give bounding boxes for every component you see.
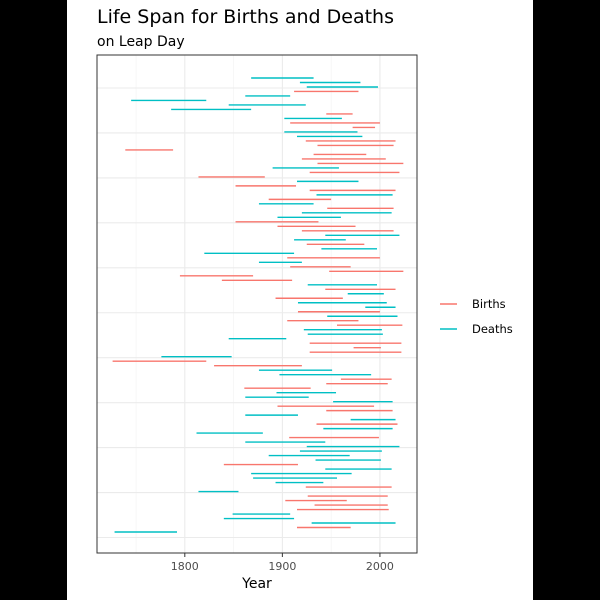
- segments: [112, 77, 404, 533]
- chart-title: Life Span for Births and Deaths: [97, 6, 394, 28]
- panel-background: [97, 55, 417, 553]
- x-axis: 1800 1900 2000: [171, 553, 394, 573]
- x-tick-label: 1800: [171, 560, 199, 573]
- legend: Births Deaths: [440, 297, 513, 336]
- x-tick-label: 2000: [366, 560, 394, 573]
- legend-label-births: Births: [472, 297, 506, 311]
- legend-label-deaths: Deaths: [472, 322, 513, 336]
- grid: [97, 55, 417, 553]
- x-tick-label: 1900: [268, 560, 296, 573]
- chart-canvas: Life Span for Births and Deaths on Leap …: [67, 0, 533, 600]
- chart: Life Span for Births and Deaths on Leap …: [96, 6, 513, 592]
- panel-border: [96, 54, 418, 554]
- x-axis-title: Year: [241, 576, 272, 592]
- chart-subtitle: on Leap Day: [97, 34, 185, 50]
